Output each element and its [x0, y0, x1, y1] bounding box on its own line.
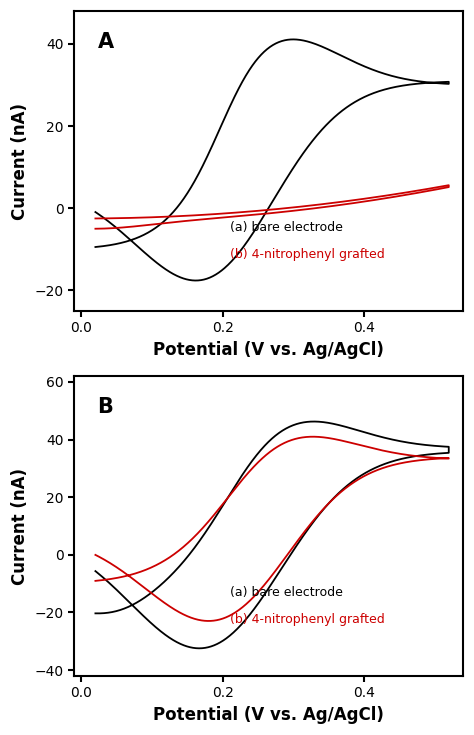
- Y-axis label: Current (nA): Current (nA): [11, 467, 29, 584]
- X-axis label: Potential (V vs. Ag/AgCl): Potential (V vs. Ag/AgCl): [153, 341, 384, 359]
- Text: (b) 4-nitrophenyl grafted: (b) 4-nitrophenyl grafted: [230, 248, 384, 261]
- Text: B: B: [98, 397, 113, 417]
- Text: (b) 4-nitrophenyl grafted: (b) 4-nitrophenyl grafted: [230, 613, 384, 626]
- Y-axis label: Current (nA): Current (nA): [11, 102, 29, 220]
- X-axis label: Potential (V vs. Ag/AgCl): Potential (V vs. Ag/AgCl): [153, 706, 384, 724]
- Text: (a) bare electrode: (a) bare electrode: [230, 221, 343, 234]
- Text: A: A: [98, 32, 114, 52]
- Text: (a) bare electrode: (a) bare electrode: [230, 586, 343, 599]
